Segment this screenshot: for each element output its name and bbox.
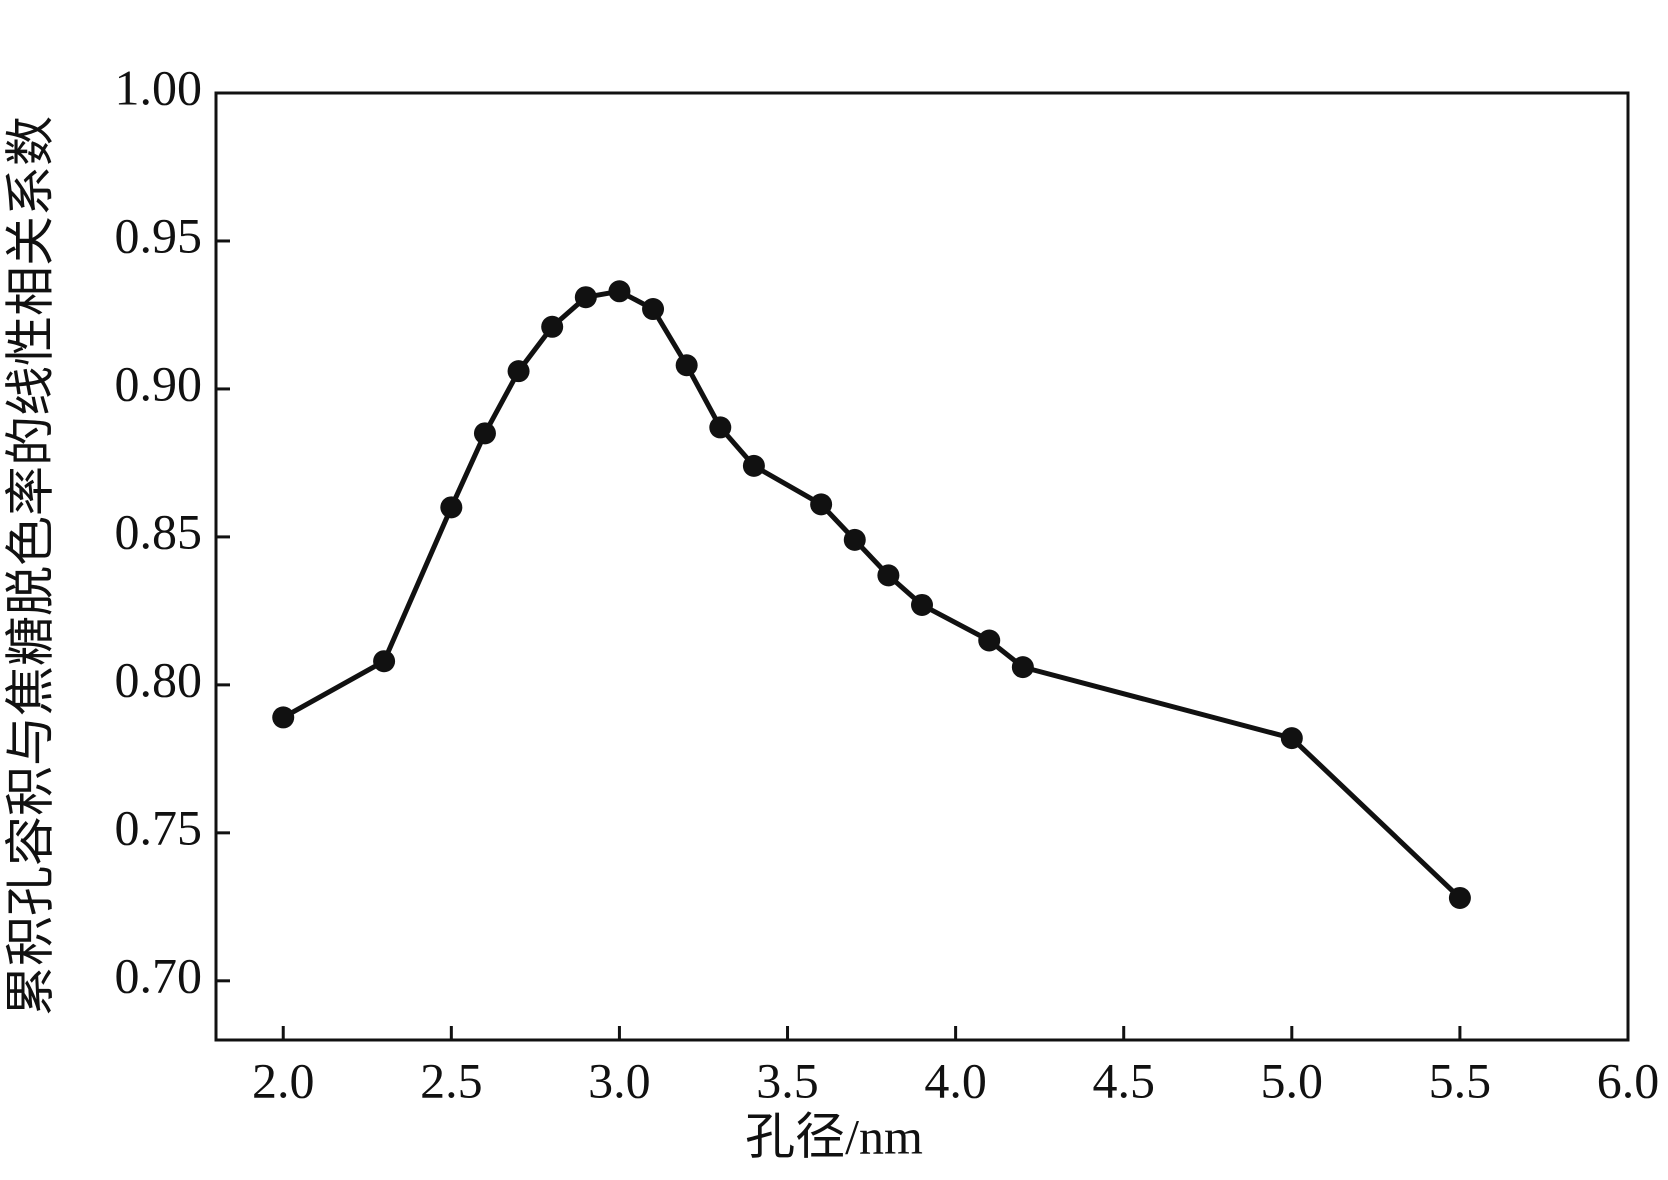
data-point	[675, 354, 698, 377]
data-point	[373, 650, 396, 673]
data-point	[642, 298, 665, 321]
x-tick-label: 5.0	[1261, 1052, 1324, 1108]
data-point	[978, 629, 1001, 652]
data-point	[742, 454, 765, 477]
x-tick-label: 4.0	[924, 1052, 987, 1108]
y-tick-label: 0.70	[115, 947, 203, 1003]
data-point	[911, 593, 933, 616]
data-point	[440, 496, 463, 519]
y-tick-label: 0.95	[115, 207, 203, 263]
data-point	[810, 493, 833, 516]
data-point	[1280, 727, 1303, 750]
data-point	[709, 416, 732, 439]
y-tick-label: 0.75	[115, 799, 203, 855]
data-line	[282, 288, 1462, 900]
x-axis-label: 孔径/nm	[745, 1108, 923, 1164]
data-point	[507, 360, 530, 383]
data-point	[1448, 886, 1471, 909]
plot-frame	[214, 91, 1630, 1042]
x-tick-label: 2.5	[420, 1052, 483, 1108]
y-tick-label: 0.90	[115, 355, 203, 411]
x-tick-label: 3.5	[756, 1052, 819, 1108]
data-point	[574, 286, 597, 309]
x-tick-label: 5.5	[1429, 1052, 1492, 1108]
y-axis-label: 累积孔容积与焦糖脱色率的线性相关系数	[2, 116, 58, 1016]
data-point	[843, 528, 866, 551]
data-point	[473, 422, 496, 445]
data-point	[272, 706, 295, 729]
data-point	[541, 315, 564, 338]
y-tick-label: 0.80	[115, 651, 203, 707]
data-point	[1011, 656, 1034, 679]
data-point	[608, 280, 631, 303]
x-tick-label: 4.5	[1092, 1052, 1155, 1108]
y-tick-label: 1.00	[115, 59, 203, 115]
y-tick-label: 0.85	[115, 503, 203, 559]
x-tick-label: 3.0	[588, 1052, 651, 1108]
data-point	[877, 564, 900, 587]
x-tick-label: 2.0	[252, 1052, 315, 1108]
x-tick-label: 6.0	[1597, 1052, 1660, 1108]
